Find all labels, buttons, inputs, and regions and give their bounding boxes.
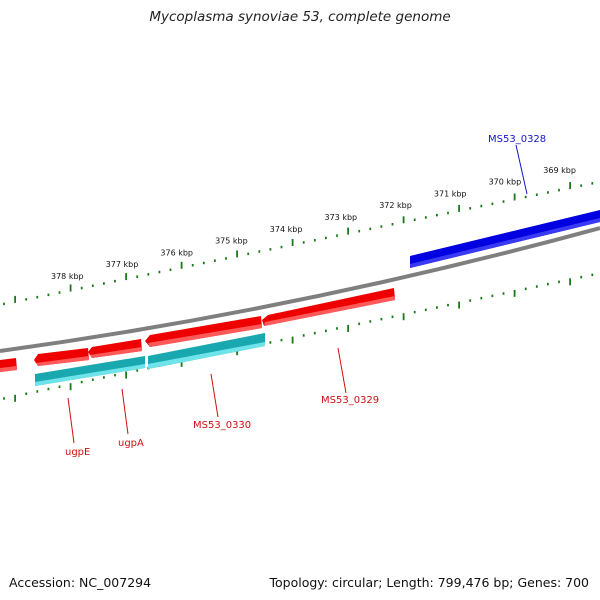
forward-cds-ms53-0328[interactable] [410,210,600,268]
ruler-label: 376 kbp [160,248,193,257]
gene-label-ugpe[interactable]: ugpE [65,447,90,458]
accession-text: Accession: NC_007294 [9,575,152,590]
leader-line-ugpe [67,397,75,444]
ruler-label: 369 kbp [543,166,576,175]
gene-label-ugpa[interactable]: ugpA [118,438,144,449]
ruler-labels: 378 kbp 377 kbp 376 kbp 375 kbp 374 kbp 373 k… [51,166,576,281]
ruler-label: 375 kbp [215,237,248,246]
ruler-label: 371 kbp [434,189,467,198]
reverse-cds-ms53-0330[interactable] [145,316,262,347]
reverse-cds-ms53-0329[interactable] [262,288,395,326]
ruler-label: 373 kbp [325,213,358,222]
genome-backbone [0,226,600,353]
leader-line-ms53-0329 [337,347,347,394]
reverse-cds-ugpa[interactable] [88,339,142,358]
reverse-cds-partial[interactable] [0,358,17,372]
leader-line-ms53-0330 [210,373,219,418]
map-title: Mycoplasma synoviae 53, complete genome [149,9,451,25]
leader-line-ugpa [121,388,129,435]
gene-label-ms53-0328[interactable]: MS53_0328 [488,134,546,145]
gene-label-ms53-0330[interactable]: MS53_0330 [193,420,251,431]
reverse-cds-ugpe[interactable] [34,348,89,366]
ruler-label: 372 kbp [379,201,412,210]
ruler-label: 374 kbp [270,225,303,234]
ruler-label: 370 kbp [489,178,522,187]
reverse-feature-cyan-1[interactable] [148,333,265,369]
reverse-feature-cyan-2[interactable] [35,356,145,386]
outer-tick-ring [3,182,594,306]
gene-label-ms53-0329[interactable]: MS53_0329 [321,395,379,406]
ruler-label: 377 kbp [106,260,139,269]
ruler-label: 378 kbp [51,272,84,281]
leader-line-ms53-0328 [515,144,528,195]
topology-text: Topology: circular; Length: 799,476 bp; … [269,575,590,590]
